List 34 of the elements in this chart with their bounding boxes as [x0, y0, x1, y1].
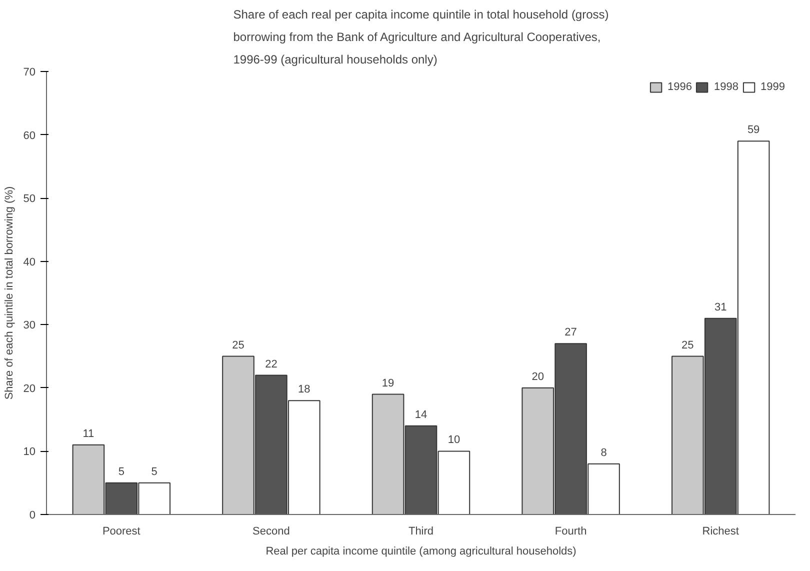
- y-tick-label: 60: [23, 130, 36, 142]
- data-label: 18: [298, 384, 310, 396]
- data-label: 20: [532, 370, 544, 383]
- y-axis-title: Share of each quintile in total borrowing (%): [3, 186, 16, 400]
- y-tick-label: 10: [23, 446, 36, 458]
- x-axis-title: Real per capita income quintile (among agricultural households): [266, 546, 576, 558]
- chart-title: Share of each real per capita income quintile in total household (gross) borrowing from the Bank of Agriculture and Agricultural Cooperatives, 1996-99 (agricultural households only): [233, 8, 609, 66]
- x-tick-label: Third: [408, 526, 434, 538]
- y-tick-label: 20: [23, 382, 36, 395]
- data-label: 10: [448, 434, 460, 446]
- data-label: 5: [118, 466, 124, 478]
- x-tick-label: Fourth: [554, 526, 587, 538]
- data-label: 11: [82, 428, 94, 440]
- data-label: 25: [232, 339, 244, 352]
- y-tick-label: 70: [23, 66, 36, 78]
- y-tick-label: 0: [29, 510, 36, 522]
- data-label: 19: [382, 377, 394, 390]
- data-label: 22: [265, 358, 278, 370]
- legend-label: 1996: [668, 81, 692, 93]
- y-tick-label: 50: [23, 193, 36, 206]
- legend-label: 1999: [760, 81, 785, 93]
- y-tick-label: 30: [23, 320, 36, 332]
- x-tick-label: Poorest: [102, 526, 140, 538]
- data-label: 31: [714, 301, 727, 314]
- data-label: 14: [414, 408, 428, 421]
- data-label: 25: [682, 339, 694, 352]
- x-tick-label: Second: [252, 526, 290, 538]
- data-label: 59: [747, 124, 760, 136]
- data-label: 5: [151, 466, 158, 478]
- legend-label: 1998: [714, 81, 739, 93]
- y-tick-label: 40: [23, 256, 36, 268]
- data-label: 27: [564, 326, 577, 339]
- data-label: 8: [600, 446, 607, 459]
- x-tick-label: Richest: [702, 526, 739, 538]
